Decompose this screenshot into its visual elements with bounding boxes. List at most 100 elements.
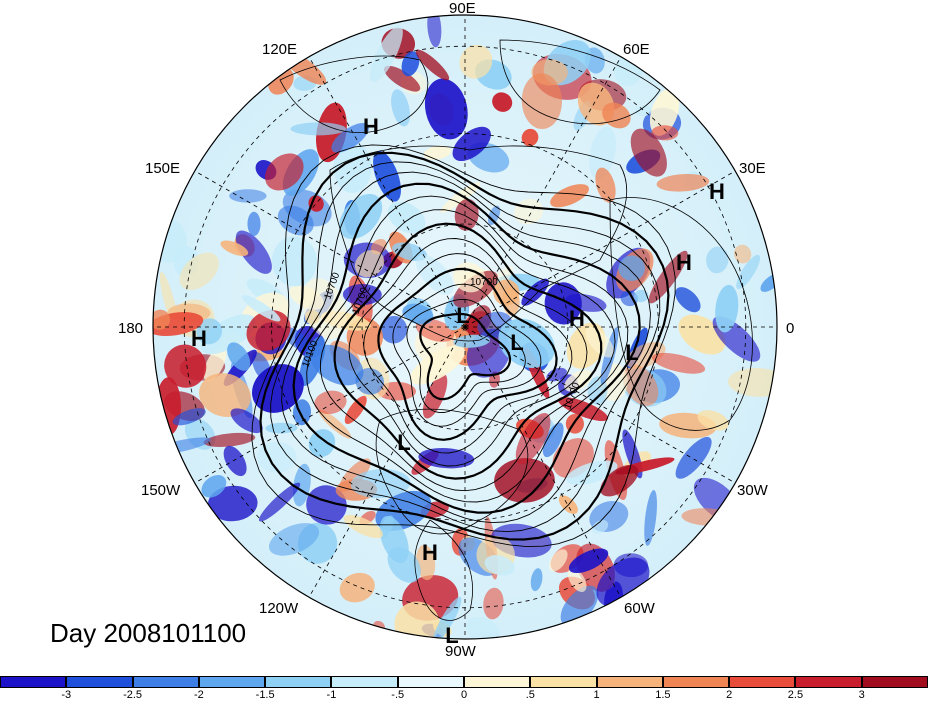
parallel-circle [361, 223, 569, 431]
anomaly-patch [649, 88, 680, 136]
anomaly-patch [199, 373, 251, 417]
colorbar-swatch [198, 676, 266, 688]
colorbar-tick-label: -2 [193, 689, 204, 701]
anomaly-patch [459, 44, 493, 79]
lon-label-120e: 120E [262, 41, 298, 58]
meridian-line [464, 326, 622, 598]
anomaly-patch [292, 463, 311, 507]
colorbar-tick-label: -3 [61, 689, 72, 701]
map-border [152, 14, 778, 640]
contour-line [320, 209, 616, 492]
lon-label-60w: 60W [624, 600, 655, 617]
contour-line [292, 182, 641, 514]
contour-line [377, 267, 558, 441]
anomaly-patch [196, 318, 223, 345]
colorbar [0, 676, 928, 702]
anomaly-patch [515, 412, 551, 465]
anomaly-patch [733, 244, 752, 264]
high-pressure-marker: H [363, 114, 379, 139]
colorbar-swatch [530, 676, 597, 688]
colorbar-tick-label: 0 [460, 689, 468, 701]
contour-line [348, 238, 588, 467]
anomaly-patch [264, 153, 304, 191]
anomaly-patch [492, 92, 513, 112]
anomaly-patch [241, 295, 281, 322]
anomaly-patch [258, 482, 301, 522]
anomaly-patch [220, 240, 249, 257]
anomaly-patch [229, 189, 267, 203]
colorbar-swatch [331, 676, 398, 688]
anomaly-patch [585, 327, 615, 358]
anomaly-patch [369, 25, 403, 83]
contour-line [281, 171, 651, 524]
meridian-line [194, 326, 466, 484]
anomaly-patch [566, 460, 618, 485]
anomaly-patch [153, 309, 171, 330]
anomaly-patch [415, 49, 450, 81]
lon-label-120w: 120W [259, 600, 299, 617]
anomaly-patch [630, 128, 667, 177]
lon-label-0: 0 [786, 320, 795, 337]
anomaly-patch [203, 346, 227, 382]
low-pressure-marker: L [456, 303, 470, 328]
anomaly-patch [200, 314, 256, 355]
lon-label-30e: 30E [739, 160, 766, 177]
lon-label-90e: 90E [449, 0, 476, 17]
colorbar-tick-label: 1 [593, 689, 600, 701]
anomaly-patch [483, 587, 504, 620]
high-pressure-marker: H [191, 326, 207, 351]
meridian-line [464, 170, 736, 328]
anomaly-patch [560, 585, 599, 627]
anomaly-patch [595, 167, 616, 203]
lon-label-150w: 150W [141, 482, 181, 499]
anomaly-patch [179, 252, 219, 290]
geopotential-contours [251, 144, 676, 548]
anomaly-patch [675, 287, 701, 313]
anomaly-patch [310, 344, 364, 386]
contour-line [392, 283, 542, 427]
anomaly-patch [331, 122, 370, 153]
anomaly-patch [567, 568, 587, 592]
contour-line [251, 144, 676, 548]
colorbar-tick-label: 1.5 [655, 689, 671, 701]
contour-line [419, 312, 512, 401]
anomaly-patch [418, 448, 475, 469]
anomaly-patch [379, 515, 409, 564]
anomaly-patch [223, 445, 247, 477]
colorbar-tick-label: -1.5 [255, 689, 275, 701]
anomaly-patch [548, 549, 568, 572]
colorbar-tick-label: 3 [858, 689, 865, 701]
colorbar-tick-label: -.5 [391, 689, 405, 701]
colorbar-tick-label: 2.5 [787, 689, 804, 701]
map-title: Day 2008101100 [50, 618, 247, 648]
anomaly-patch [256, 441, 297, 473]
contour-line [406, 298, 526, 414]
lon-label-150e: 150E [145, 160, 181, 177]
colorbar-tick-label: -1 [326, 689, 337, 701]
colorbar-swatch [66, 676, 133, 688]
anomaly-patch [410, 345, 466, 385]
graticule [153, 15, 777, 639]
anomaly-patch [651, 352, 706, 374]
anomaly-patch [268, 523, 320, 556]
contour-label: 10700 [470, 277, 498, 288]
anomaly-patch [454, 198, 479, 231]
lon-label-90w: 90W [445, 643, 476, 660]
lon-label-60e: 60E [623, 41, 650, 58]
anomaly-patch [387, 201, 426, 234]
anomaly-patch [706, 246, 729, 274]
anomaly-patch [550, 184, 590, 208]
colorbar-swatch [861, 676, 928, 688]
anomaly-patch [440, 182, 481, 213]
meridian-line [308, 326, 466, 598]
anomaly-patch [207, 485, 258, 522]
anomaly-patch [339, 193, 383, 240]
anomaly-patch [736, 254, 761, 290]
anomaly-patch [644, 489, 657, 546]
anomaly-patch [235, 230, 272, 274]
anomaly-patch [530, 568, 543, 592]
anomaly-field [153, 15, 777, 639]
anomaly-patch [465, 616, 501, 639]
colorbar-swatch [795, 676, 862, 688]
